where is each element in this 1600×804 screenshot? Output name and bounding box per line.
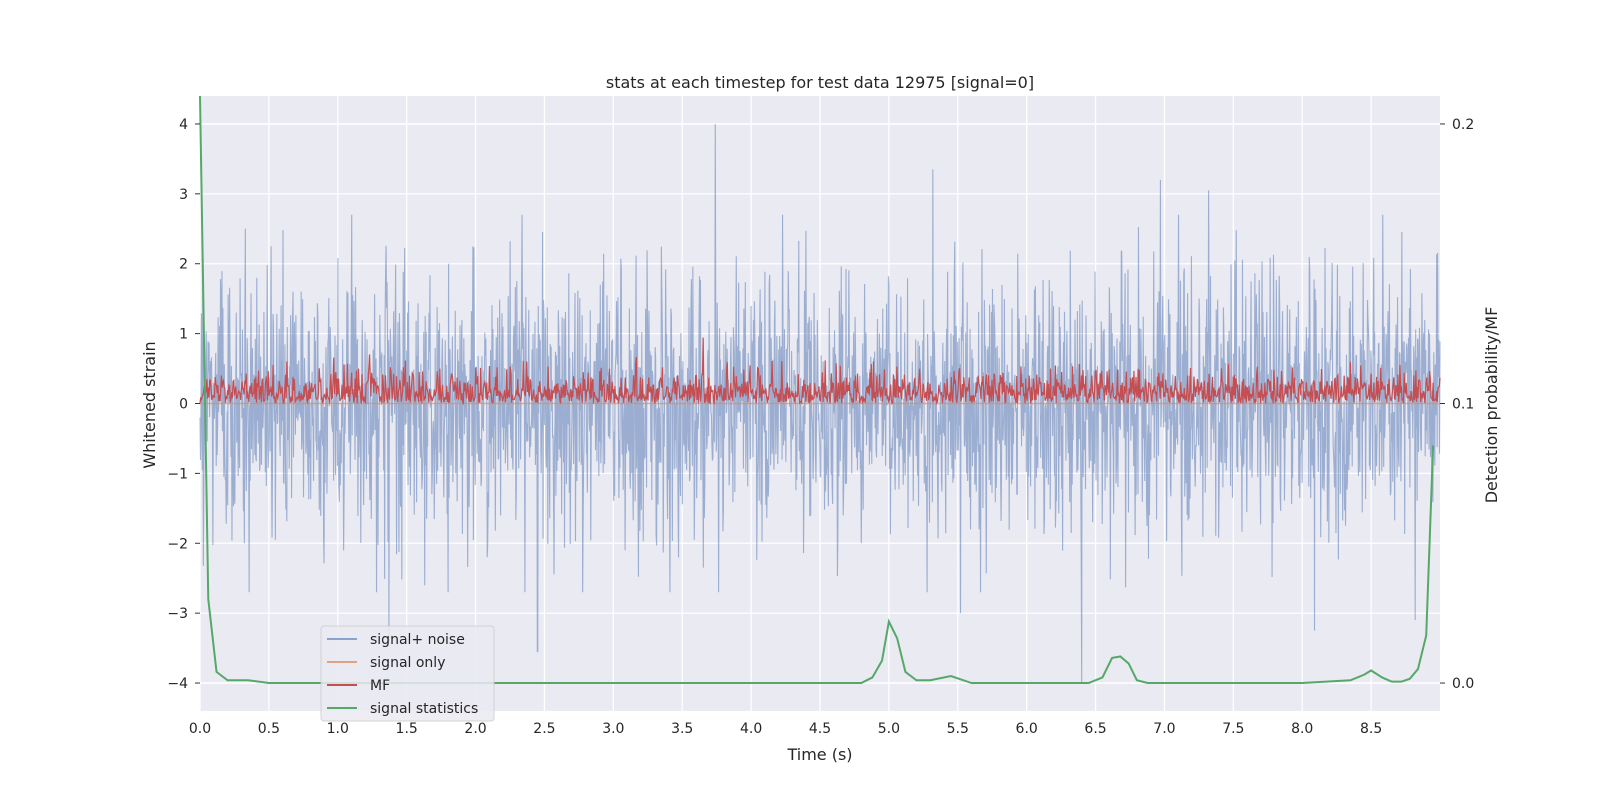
x-tick-label: 2.0 [464, 721, 486, 737]
series-signal-statistics [199, 95, 1435, 685]
tick-layer: 0.0 0.5 1.0 1.5 2.0 2.5 3.0 3.5 4.0 4.5 5.0 5.5 6.0 6… [167, 117, 1474, 737]
series-mf [199, 337, 1441, 406]
y-tick-label: −2 [167, 536, 188, 552]
series-layer [199, 95, 1441, 685]
y-tick-label: −1 [167, 466, 188, 482]
x-axis-label: Time (s) [786, 745, 852, 764]
x-tick-label: 6.0 [1016, 721, 1038, 737]
x-tick-label: 3.5 [671, 721, 693, 737]
y-tick-label: 2 [179, 257, 188, 273]
y-tick-label: 0 [179, 397, 188, 413]
y-tick-label: 4 [179, 117, 188, 133]
y-tick-label: −3 [167, 606, 188, 622]
x-tick-label: 7.0 [1153, 721, 1175, 737]
chart-title: stats at each timestep for test data 129… [606, 73, 1034, 92]
y-axis-label: Whitened strain [140, 341, 159, 468]
legend-label-signal-statistics: signal statistics [370, 701, 478, 717]
x-tick-label: 7.5 [1222, 721, 1244, 737]
legend-label-mf: MF [370, 678, 390, 694]
x-tick-label: 0.0 [189, 721, 211, 737]
x-tick-label: 6.5 [1084, 721, 1106, 737]
x-tick-label: 2.5 [533, 721, 555, 737]
legend-label-signal-noise: signal+ noise [370, 632, 465, 648]
x-tick-label: 4.0 [740, 721, 762, 737]
series-signal-noise [199, 123, 1441, 684]
x-tick-label: 1.0 [327, 721, 349, 737]
x-tick-label: 3.0 [602, 721, 624, 737]
y2-tick-label: 0.0 [1452, 676, 1474, 692]
legend-label-signal-only: signal only [370, 655, 445, 671]
x-tick-label: 0.5 [258, 721, 280, 737]
y-tick-label: 1 [179, 327, 188, 343]
x-tick-label: 4.5 [809, 721, 831, 737]
x-tick-label: 1.5 [396, 721, 418, 737]
legend: signal+ noise signal only MF signal stat… [320, 625, 495, 722]
y2-tick-label: 0.1 [1452, 397, 1474, 413]
x-tick-label: 8.5 [1360, 721, 1382, 737]
y-tick-label: −4 [167, 676, 188, 692]
legend-box [320, 625, 495, 722]
x-tick-label: 8.0 [1291, 721, 1313, 737]
x-tick-label: 5.5 [947, 721, 969, 737]
y2-tick-label: 0.2 [1452, 117, 1474, 133]
x-tick-label: 5.0 [878, 721, 900, 737]
y-tick-label: 3 [179, 187, 188, 203]
y2-axis-label: Detection probability/MF [1482, 307, 1501, 504]
